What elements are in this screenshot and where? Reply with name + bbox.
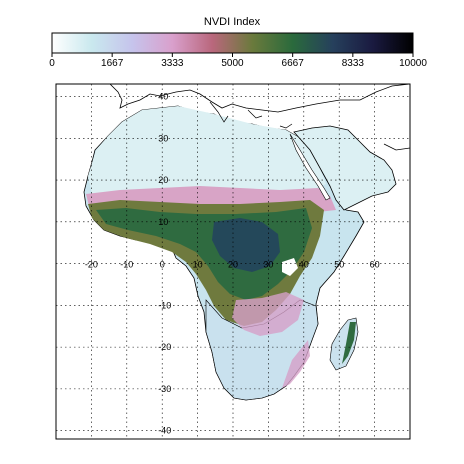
latitude-labels: 40 30 20 10 -10 -20 -30 -40 — [158, 92, 171, 436]
colorbar-tick-label: 8333 — [341, 58, 364, 69]
latitude-label: 40 — [158, 92, 168, 102]
southern-vegetation — [232, 292, 304, 336]
madagascar-forest — [342, 322, 356, 364]
longitude-label: -20 — [85, 260, 98, 270]
longitude-label: 10 — [193, 260, 203, 270]
longitude-label: 30 — [263, 260, 273, 270]
latitude-label: 10 — [158, 217, 168, 227]
longitude-label: -10 — [120, 260, 133, 270]
persian-gulf-coast — [383, 143, 410, 151]
longitude-labels: -20 -10 0 10 20 30 40 50 60 — [85, 260, 380, 270]
colorbar-tick-label: 6667 — [281, 58, 304, 69]
latitude-label: 30 — [158, 133, 168, 143]
europe-coastline — [109, 84, 410, 113]
east-coast-vegetation — [282, 340, 310, 388]
longitude-label: 40 — [299, 260, 309, 270]
red-sea — [289, 133, 331, 201]
colorbar-tick-label: 10000 — [399, 58, 427, 69]
latitude-label: -10 — [158, 300, 171, 310]
latitude-label: -40 — [158, 426, 171, 436]
colorbar — [51, 32, 414, 57]
colorbar-tick-label: 3333 — [161, 58, 184, 69]
latitude-label: 20 — [158, 175, 168, 185]
longitude-label: 60 — [370, 260, 380, 270]
colorbar-tick-label: 1667 — [101, 58, 124, 69]
colorbar-tick-label: 5000 — [221, 58, 244, 69]
colorbar-tick-label: 0 — [49, 58, 55, 69]
longitude-label: 0 — [160, 260, 165, 270]
latitude-label: -30 — [158, 384, 171, 394]
dense-forest-region — [212, 218, 280, 272]
arabian-peninsula — [293, 125, 397, 211]
colorbar-title: NVDI Index — [203, 16, 261, 28]
longitude-label: 50 — [334, 260, 344, 270]
europe-peninsulas — [209, 101, 293, 129]
map-frame — [55, 83, 411, 440]
lake-victoria — [282, 258, 298, 276]
latitude-label: -20 — [158, 342, 171, 352]
longitude-label: 20 — [228, 260, 238, 270]
sahara-region — [88, 106, 326, 194]
